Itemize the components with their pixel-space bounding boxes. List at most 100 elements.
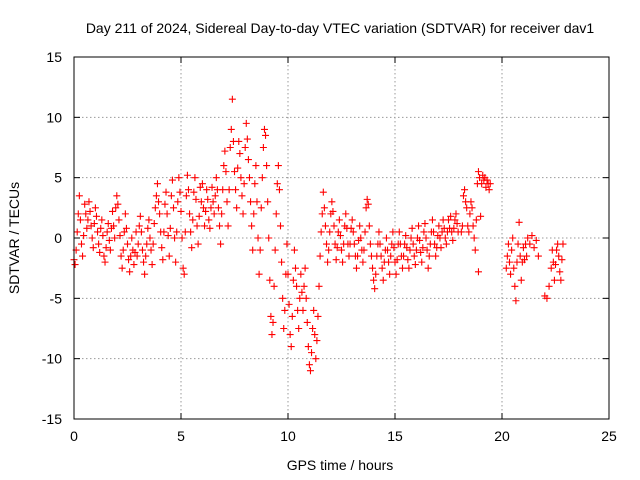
data-point xyxy=(328,198,336,206)
data-point xyxy=(140,258,148,266)
data-point xyxy=(289,276,297,284)
data-point xyxy=(471,246,479,254)
data-point xyxy=(512,297,520,305)
data-point xyxy=(338,246,345,254)
data-point xyxy=(216,222,224,230)
data-point xyxy=(363,195,371,203)
data-point xyxy=(333,244,341,252)
data-point xyxy=(148,261,156,269)
data-point xyxy=(441,234,449,242)
data-point xyxy=(147,246,155,254)
data-point xyxy=(313,337,321,345)
data-point xyxy=(330,222,338,230)
data-point xyxy=(445,216,452,224)
data-point xyxy=(318,210,326,218)
data-point xyxy=(507,270,515,278)
data-point xyxy=(124,240,131,248)
data-point xyxy=(254,234,262,242)
data-point xyxy=(152,192,160,200)
data-point xyxy=(274,162,282,170)
data-point xyxy=(285,300,293,308)
data-point xyxy=(387,252,395,260)
data-point xyxy=(303,318,311,326)
data-point xyxy=(192,195,200,203)
data-point xyxy=(366,240,374,248)
data-point xyxy=(556,268,564,276)
data-point xyxy=(142,252,150,260)
data-point xyxy=(266,276,274,284)
data-point xyxy=(199,204,207,212)
data-point xyxy=(474,268,482,276)
data-point xyxy=(136,212,144,220)
data-point xyxy=(149,240,157,248)
data-point xyxy=(295,325,303,332)
data-point xyxy=(277,222,285,230)
data-point xyxy=(406,246,414,254)
data-point xyxy=(503,252,511,260)
data-point xyxy=(244,156,252,164)
y-tick-label: 15 xyxy=(46,49,62,65)
data-point xyxy=(100,252,108,260)
data-point xyxy=(111,234,119,242)
data-point xyxy=(160,228,168,236)
data-point xyxy=(127,252,135,260)
data-point xyxy=(519,244,527,252)
data-point xyxy=(379,276,387,284)
data-point xyxy=(218,210,226,218)
data-point xyxy=(448,228,456,236)
data-point xyxy=(511,282,519,290)
data-point xyxy=(405,264,413,272)
data-point xyxy=(94,228,102,236)
data-point xyxy=(188,244,196,252)
data-point xyxy=(125,256,133,264)
data-point xyxy=(112,204,120,212)
data-point xyxy=(388,240,396,248)
data-point xyxy=(84,216,92,224)
data-point xyxy=(428,216,436,224)
data-point xyxy=(430,228,438,236)
data-point xyxy=(323,240,331,248)
data-point xyxy=(331,240,339,248)
data-point xyxy=(385,258,393,266)
data-point xyxy=(435,222,443,230)
y-tick-label: 0 xyxy=(54,230,62,246)
data-point xyxy=(211,192,219,200)
data-point xyxy=(159,256,167,264)
data-point xyxy=(477,212,485,220)
data-point xyxy=(308,349,316,357)
data-point xyxy=(131,248,139,256)
data-point xyxy=(130,261,138,269)
data-point xyxy=(420,228,428,236)
data-point xyxy=(335,216,343,224)
data-point xyxy=(143,240,151,248)
y-axis-label: SDTVAR / TECUs xyxy=(6,182,22,294)
data-point xyxy=(273,180,281,188)
data-point xyxy=(558,256,566,264)
data-point xyxy=(214,204,222,212)
y-tick-label: -15 xyxy=(42,411,62,427)
data-point xyxy=(257,204,265,212)
data-point xyxy=(450,224,458,232)
data-point xyxy=(204,195,212,203)
data-point xyxy=(269,318,277,326)
data-point xyxy=(377,252,385,260)
data-point xyxy=(164,232,172,240)
data-point xyxy=(96,248,104,256)
data-point xyxy=(415,222,423,230)
data-point xyxy=(423,246,431,254)
data-point xyxy=(247,198,255,206)
data-point xyxy=(155,198,163,206)
data-point xyxy=(417,248,425,256)
data-points xyxy=(70,95,567,375)
data-point xyxy=(302,294,310,302)
data-point xyxy=(305,361,313,369)
data-point xyxy=(234,164,242,172)
data-point xyxy=(196,183,204,191)
data-point xyxy=(280,325,288,332)
data-point xyxy=(461,186,469,194)
data-point xyxy=(166,224,174,232)
data-point xyxy=(359,258,367,266)
data-point xyxy=(300,282,308,290)
data-point xyxy=(145,216,153,224)
chart-title: Day 211 of 2024, Sidereal Day-to-day VTE… xyxy=(86,20,595,36)
